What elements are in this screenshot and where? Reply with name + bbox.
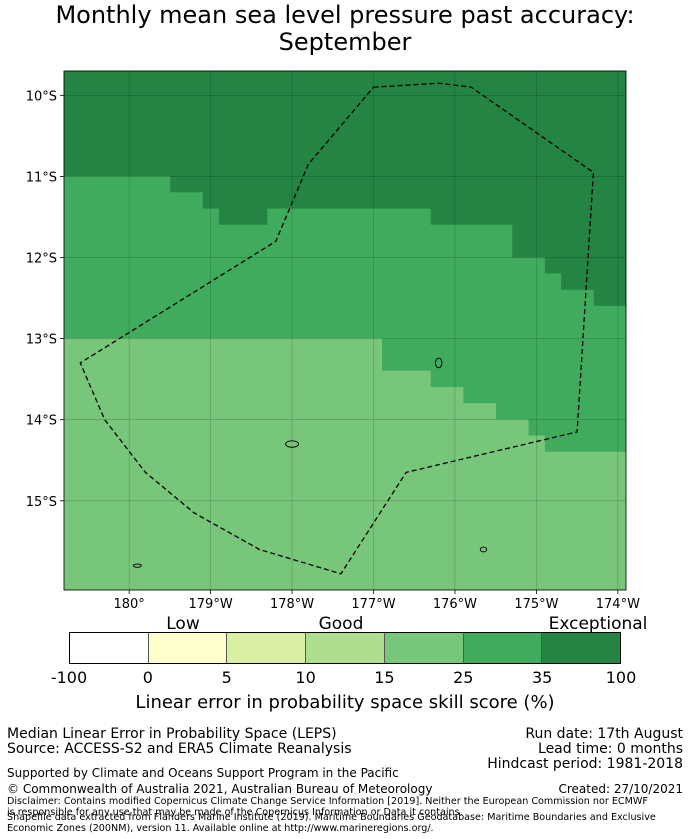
island-outlines [132,357,488,568]
colorbar-bar [69,632,621,664]
lat-tick-label: 13°S [26,333,57,348]
colorbar-tick-label: 0 [142,668,153,687]
title-line-1: Monthly mean sea level pressure past acc… [55,1,635,29]
lon-tick-label: 179°W [189,597,233,612]
colorbar-tick-label: 35 [531,668,553,687]
colorbar-tick-label: 100 [605,668,637,687]
colorbar-tick-label: 15 [374,668,395,687]
graticule [64,71,626,590]
skill-regions [63,70,627,591]
lon-tick-label: 174°W [596,597,640,612]
created-date: Created: 27/10/2021 [558,782,683,796]
source-text: Source: ACCESS-S2 and ERA5 Climate Reana… [7,741,352,757]
island-outline [285,440,300,448]
axis-ticks: 180° 179°W 178°W 177°W 176°W 175°W 174°W 10°S 11… [26,89,640,612]
lon-tick-label: 175°W [514,597,558,612]
lat-tick-label: 15°S [26,495,57,510]
colorbar: Low Good Exceptional -100 0 5 10 15 25 35 100 L… [0,610,690,720]
colorbar-segment [306,633,385,663]
island-outline [434,357,443,369]
lon-tick-label: 180° [113,597,144,612]
lat-tick-label: 12°S [26,252,57,267]
colorbar-segment [70,633,149,663]
hindcast-period: Hindcast period: 1981-2018 [487,756,683,772]
colorbar-segment [384,633,464,663]
colorbar-tick-label: 25 [453,668,474,687]
colorbar-segment [542,633,621,663]
lead-time: Lead time: 0 months [538,741,683,757]
colorbar-segment [227,633,307,663]
island-outline [132,563,142,568]
run-date: Run date: 17th August [525,726,683,742]
title-line-2: September [278,28,412,56]
island-outline [479,546,488,553]
skill-score-map: 180° 179°W 178°W 177°W 176°W 175°W 174°W 10°S 11… [26,70,640,612]
category-low: Low [166,614,200,634]
disclaimer-text: Disclaimer: Contains modified Copernicus… [7,796,648,818]
shapefile-text: Shapefile data extracted from Flanders M… [7,812,656,834]
method-text: Median Linear Error in Probability Space… [7,726,337,742]
colorbar-segment [463,633,543,663]
lon-tick-label: 177°W [351,597,395,612]
eez-boundary [79,82,595,575]
colorbar-tick-label: -100 [50,668,88,687]
colorbar-segment [148,633,228,663]
chart-title: Monthly mean sea level pressure past acc… [0,2,690,56]
supported-text: Supported by Climate and Oceans Support … [7,766,399,780]
copyright-text: © Commonwealth of Australia 2021, Austra… [7,782,433,796]
lon-tick-label: 178°W [270,597,314,612]
colorbar-label: Linear error in probability space skill … [135,692,555,713]
colorbar-tick-label: 5 [221,668,232,687]
category-exceptional: Exceptional [548,614,648,634]
map-frame [63,70,627,591]
lon-tick-label: 176°W [433,597,477,612]
lat-tick-label: 11°S [26,170,57,185]
lat-tick-label: 14°S [26,414,57,429]
colorbar-tick-label: 10 [295,668,316,687]
category-good: Good [318,614,364,634]
lat-tick-label: 10°S [26,89,57,104]
